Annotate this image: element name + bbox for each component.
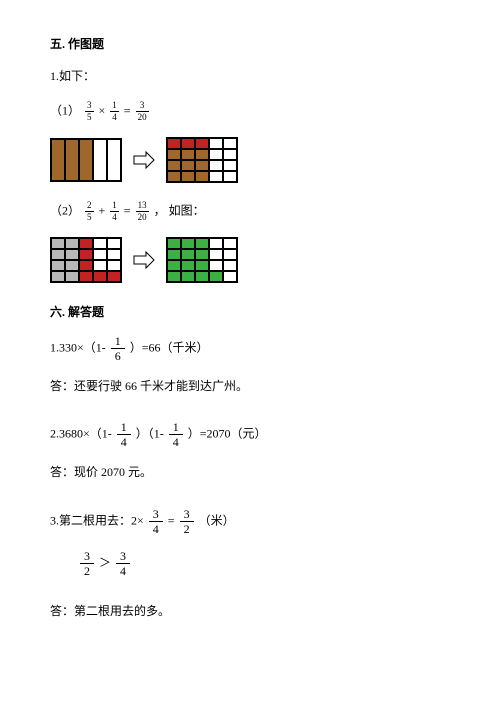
section6-title: 六. 解答题 (50, 303, 450, 320)
q3-expr: 3.第二根用去：2× 34 = 32 （米） (50, 508, 450, 535)
q3-c1: 32 (80, 550, 94, 577)
q3-frac2: 32 (180, 508, 194, 535)
q2-ans: 答：现价 2070 元。 (50, 463, 450, 482)
q1-expr: 1.330×（1- 16 ）=66（千米） (50, 335, 450, 362)
q1-frac: 16 (111, 335, 125, 362)
q3-ans: 答：第二根用去的多。 (50, 602, 450, 621)
q3-c2: 34 (116, 550, 130, 577)
q3-frac1: 34 (149, 508, 163, 535)
section5-intro: 1.如下： (50, 67, 450, 86)
section5-title: 五. 作图题 (50, 35, 450, 52)
eq1-f1: 35 (85, 101, 94, 122)
q2-expr: 2.3680×（1- 14 ）（1- 14 ）=2070（元） (50, 421, 450, 448)
diagram1-left (50, 138, 122, 182)
eq2-prefix: （2） (50, 203, 80, 217)
eq1-prefix: （1） (50, 103, 80, 117)
diagram2 (50, 237, 450, 283)
eq2-suffix: ， 如图： (154, 203, 205, 217)
q2-frac1: 14 (117, 421, 131, 448)
eq2-eq: = (124, 203, 131, 217)
q3-compare: 32 ＞ 34 (50, 550, 450, 577)
diagram1 (50, 137, 450, 183)
q1-ans: 答：还要行驶 66 千米才能到达广州。 (50, 377, 450, 396)
diagram1-right (166, 137, 238, 183)
eq2-f2: 14 (110, 201, 119, 222)
eq2-f1: 25 (85, 201, 94, 222)
diagram2-left (50, 237, 122, 283)
eq1: （1） 35 × 14 = 320 (50, 101, 450, 122)
eq2: （2） 25 + 14 = 1320 ， 如图： (50, 201, 450, 222)
q2-frac2: 14 (169, 421, 183, 448)
eq2-op: + (99, 203, 106, 217)
eq2-f3: 1320 (136, 201, 149, 222)
arrow-icon (132, 250, 156, 270)
diagram2-right (166, 237, 238, 283)
eq1-eq: = (124, 103, 131, 117)
eq1-op: × (99, 103, 106, 117)
eq1-f2: 14 (110, 101, 119, 122)
eq1-f3: 320 (136, 101, 149, 122)
arrow-icon (132, 150, 156, 170)
